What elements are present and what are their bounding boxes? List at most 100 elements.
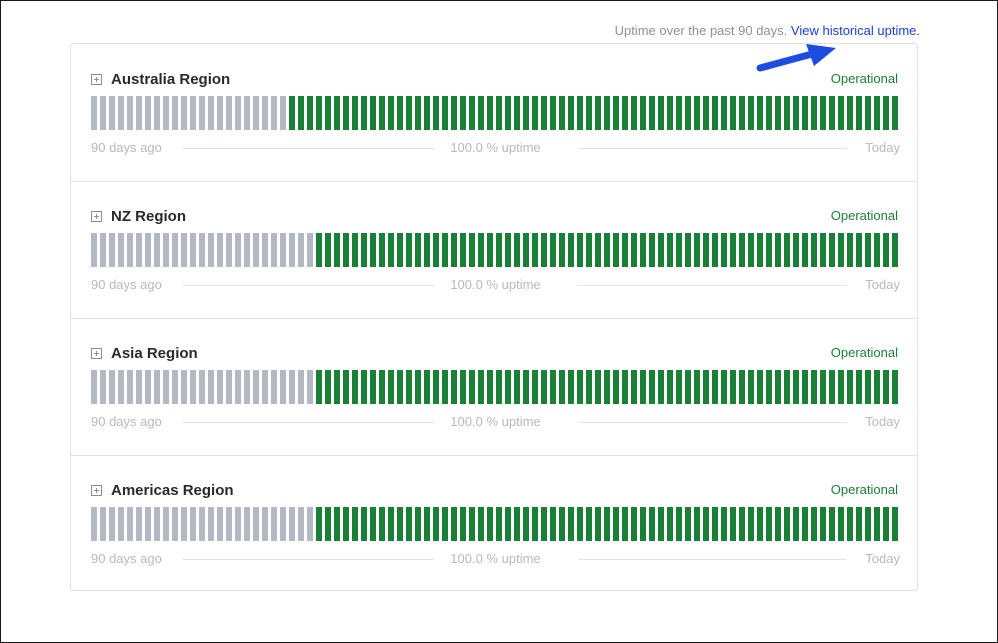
uptime-bar-operational[interactable] (379, 507, 385, 541)
uptime-bar-no-data[interactable] (217, 507, 223, 541)
uptime-bar-operational[interactable] (874, 96, 880, 130)
uptime-bar-no-data[interactable] (190, 370, 196, 404)
uptime-bar-no-data[interactable] (154, 233, 160, 267)
uptime-bar-operational[interactable] (379, 96, 385, 130)
uptime-bar-operational[interactable] (631, 507, 637, 541)
uptime-bar-operational[interactable] (505, 370, 511, 404)
uptime-bar-operational[interactable] (865, 507, 871, 541)
uptime-bar-operational[interactable] (793, 507, 799, 541)
uptime-bar-operational[interactable] (703, 507, 709, 541)
uptime-bar-no-data[interactable] (127, 96, 133, 130)
uptime-bar-no-data[interactable] (172, 233, 178, 267)
uptime-bar-operational[interactable] (838, 507, 844, 541)
uptime-bar-no-data[interactable] (109, 507, 115, 541)
uptime-bar-operational[interactable] (514, 507, 520, 541)
uptime-bar-operational[interactable] (352, 233, 358, 267)
uptime-bar-operational[interactable] (460, 370, 466, 404)
view-historical-uptime-link[interactable]: View historical uptime. (790, 23, 920, 38)
uptime-bar-operational[interactable] (325, 233, 331, 267)
uptime-bar-no-data[interactable] (190, 96, 196, 130)
uptime-bar-operational[interactable] (604, 370, 610, 404)
uptime-bar-operational[interactable] (856, 233, 862, 267)
uptime-bar-operational[interactable] (532, 96, 538, 130)
uptime-bar-operational[interactable] (730, 96, 736, 130)
uptime-bar-operational[interactable] (415, 507, 421, 541)
uptime-bar-operational[interactable] (811, 370, 817, 404)
uptime-bar-operational[interactable] (541, 507, 547, 541)
uptime-bar-operational[interactable] (325, 370, 331, 404)
uptime-bar-no-data[interactable] (208, 370, 214, 404)
uptime-bar-no-data[interactable] (235, 370, 241, 404)
uptime-bar-no-data[interactable] (190, 507, 196, 541)
uptime-bar-operational[interactable] (622, 233, 628, 267)
uptime-bar-operational[interactable] (415, 96, 421, 130)
uptime-bar-no-data[interactable] (118, 233, 124, 267)
uptime-bar-operational[interactable] (514, 370, 520, 404)
uptime-bar-operational[interactable] (631, 370, 637, 404)
uptime-bar-operational[interactable] (397, 233, 403, 267)
uptime-bar-operational[interactable] (532, 233, 538, 267)
uptime-bar-operational[interactable] (748, 96, 754, 130)
uptime-bar-operational[interactable] (451, 96, 457, 130)
uptime-bar-operational[interactable] (559, 507, 565, 541)
uptime-bar-operational[interactable] (748, 233, 754, 267)
uptime-bar-operational[interactable] (757, 233, 763, 267)
uptime-bar-operational[interactable] (874, 370, 880, 404)
uptime-bar-operational[interactable] (856, 507, 862, 541)
uptime-bar-operational[interactable] (667, 233, 673, 267)
expand-icon[interactable] (91, 73, 102, 85)
uptime-bar-operational[interactable] (550, 233, 556, 267)
region-header[interactable]: Australia Region (91, 69, 230, 89)
uptime-bar-operational[interactable] (865, 233, 871, 267)
uptime-bar-operational[interactable] (694, 233, 700, 267)
uptime-bar-operational[interactable] (478, 233, 484, 267)
uptime-bar-operational[interactable] (658, 370, 664, 404)
uptime-bar-no-data[interactable] (307, 507, 313, 541)
uptime-bar-operational[interactable] (604, 233, 610, 267)
uptime-bar-operational[interactable] (361, 96, 367, 130)
uptime-bar-operational[interactable] (523, 370, 529, 404)
uptime-bar-operational[interactable] (613, 507, 619, 541)
uptime-bar-operational[interactable] (532, 370, 538, 404)
uptime-bar-operational[interactable] (442, 233, 448, 267)
uptime-bar-operational[interactable] (505, 233, 511, 267)
uptime-bar-operational[interactable] (343, 96, 349, 130)
uptime-bar-operational[interactable] (532, 507, 538, 541)
uptime-bar-operational[interactable] (820, 507, 826, 541)
uptime-bar-no-data[interactable] (172, 96, 178, 130)
uptime-bar-no-data[interactable] (253, 96, 259, 130)
uptime-bar-operational[interactable] (388, 507, 394, 541)
uptime-bar-operational[interactable] (667, 370, 673, 404)
uptime-bar-operational[interactable] (388, 96, 394, 130)
uptime-bar-no-data[interactable] (307, 233, 313, 267)
uptime-bar-operational[interactable] (775, 370, 781, 404)
uptime-bar-no-data[interactable] (127, 233, 133, 267)
uptime-bar-operational[interactable] (730, 370, 736, 404)
uptime-bar-operational[interactable] (415, 233, 421, 267)
uptime-bar-operational[interactable] (802, 96, 808, 130)
uptime-bar-no-data[interactable] (307, 370, 313, 404)
uptime-bar-operational[interactable] (586, 370, 592, 404)
uptime-bar-operational[interactable] (613, 370, 619, 404)
uptime-bar-no-data[interactable] (136, 370, 142, 404)
uptime-bar-operational[interactable] (622, 507, 628, 541)
uptime-bar-operational[interactable] (667, 96, 673, 130)
uptime-bar-operational[interactable] (433, 370, 439, 404)
uptime-bar-operational[interactable] (496, 507, 502, 541)
uptime-bar-no-data[interactable] (163, 96, 169, 130)
uptime-bar-operational[interactable] (487, 507, 493, 541)
uptime-bar-operational[interactable] (361, 370, 367, 404)
uptime-bar-operational[interactable] (352, 507, 358, 541)
uptime-bar-no-data[interactable] (262, 96, 268, 130)
uptime-bar-operational[interactable] (595, 96, 601, 130)
uptime-bar-operational[interactable] (694, 96, 700, 130)
uptime-bar-operational[interactable] (802, 370, 808, 404)
uptime-bar-operational[interactable] (883, 507, 889, 541)
uptime-bar-operational[interactable] (712, 233, 718, 267)
uptime-bar-no-data[interactable] (235, 507, 241, 541)
uptime-bar-operational[interactable] (703, 233, 709, 267)
uptime-bar-operational[interactable] (802, 507, 808, 541)
uptime-bar-operational[interactable] (325, 96, 331, 130)
uptime-bar-operational[interactable] (316, 507, 322, 541)
uptime-bar-operational[interactable] (802, 233, 808, 267)
